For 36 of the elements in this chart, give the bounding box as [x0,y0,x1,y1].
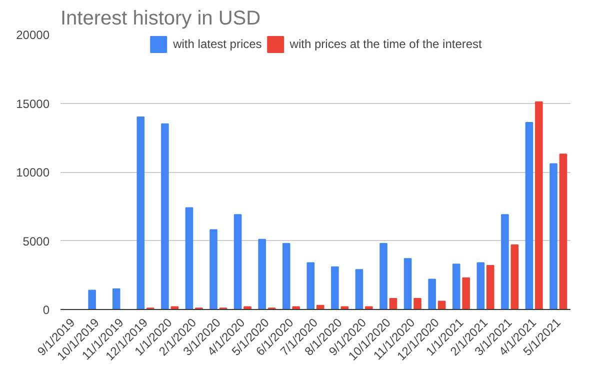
bar [414,298,422,310]
bar [316,304,324,310]
legend-label: with latest prices [173,37,262,51]
y-tick-label: 10000 [16,166,50,180]
bar [355,269,364,310]
y-tick-label: 5000 [22,234,50,248]
bar [404,258,412,310]
y-tick-label: 20000 [16,28,50,42]
bar [462,277,470,310]
bar [452,264,460,310]
bar [161,123,169,310]
y-tick-label: 0 [42,303,50,317]
bar [525,122,534,310]
bar [88,290,96,310]
bar [210,229,218,310]
bar [306,262,315,310]
bar [559,154,568,310]
chart-title: Interest history in USD [60,8,261,30]
bar [510,244,519,310]
y-tick-label: 15000 [16,96,50,111]
bar [501,214,509,310]
bar [389,298,398,310]
bar [428,278,436,310]
legend-label: with prices at the time of the interest [290,37,482,51]
bar [486,265,494,310]
bar [234,214,242,310]
bar [476,262,485,310]
bar [282,243,290,310]
bar [185,207,194,310]
bar [258,238,266,310]
bar [535,101,543,310]
bar [380,243,388,310]
bar [331,266,339,310]
bar [550,163,558,310]
bar [112,288,120,310]
bar [136,116,145,310]
